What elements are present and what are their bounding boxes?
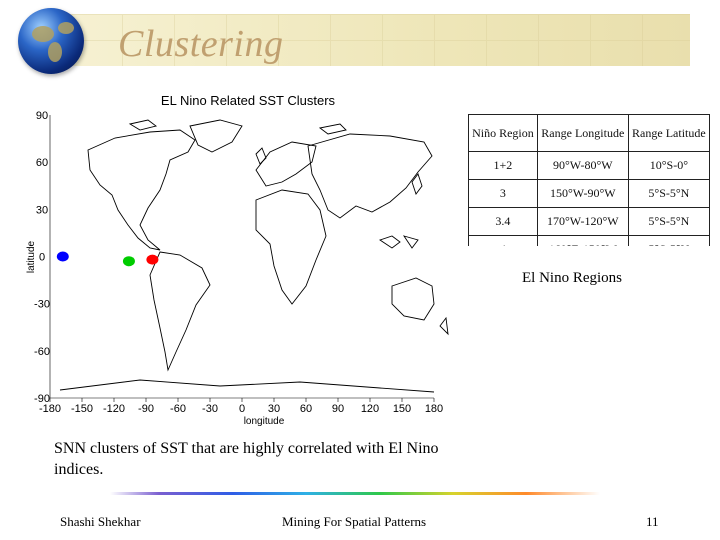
x-tick-label: -60	[170, 403, 186, 415]
table-row: 3.4 170°W-120°W 5°S-5°N	[468, 207, 710, 236]
sst-cluster-mark	[122, 256, 135, 267]
x-tick-label: 150	[393, 403, 411, 415]
footer-title: Mining For Spatial Patterns	[282, 514, 427, 529]
y-tick-label: -60	[34, 346, 50, 358]
y-tick-label: 60	[36, 157, 48, 169]
table-header-row: Niño Region Range Longitude Range Latitu…	[468, 114, 710, 152]
table-cell: 10°S-0°	[627, 151, 710, 180]
table-cell: 5°S-5°N	[627, 179, 710, 208]
sst-cluster-mark	[56, 251, 69, 262]
sst-cluster-mark	[146, 254, 159, 265]
table-cell: 4	[468, 235, 538, 246]
header-range-latitude: Range Latitude	[627, 114, 710, 152]
y-tick-label: -30	[34, 299, 50, 311]
world-map	[59, 119, 449, 393]
y-tick-label: 30	[36, 204, 48, 216]
x-tick-label: -120	[103, 403, 125, 415]
x-tick-label: -150	[71, 403, 93, 415]
x-tick-label: 180	[425, 403, 443, 415]
x-tick-label: -90	[138, 403, 154, 415]
y-tick-label: -90	[34, 393, 50, 405]
table-cell: 3.4	[468, 207, 538, 236]
x-tick-label: -180	[39, 403, 61, 415]
y-tick-label: 0	[39, 252, 45, 264]
table-row: 3 150°W-90°W 5°S-5°N	[468, 179, 710, 208]
x-tick-label: 90	[332, 403, 344, 415]
map-xlabel: longitude	[244, 416, 285, 427]
snn-caption: SNN clusters of SST that are highly corr…	[54, 440, 439, 478]
x-tick-label: -30	[202, 403, 218, 415]
title-banner	[70, 14, 690, 66]
table-cell: 90°W-80°W	[536, 151, 629, 180]
rainbow-divider	[110, 492, 600, 495]
x-tick-label: 30	[268, 403, 280, 415]
table-row: 4 160°E-150°W 5°S-5°N	[468, 235, 710, 246]
map-svg: EL Nino Related SST Clusters	[26, 93, 449, 427]
table-cell: 170°W-120°W	[536, 207, 629, 236]
globe-logo	[18, 8, 84, 74]
table-row: 1+2 90°W-80°W 10°S-0°	[468, 151, 710, 180]
map-title: EL Nino Related SST Clusters	[161, 93, 336, 108]
table-cell: 150°W-90°W	[536, 179, 629, 208]
header-nino-region: Niño Region	[468, 114, 538, 152]
table-cell: 1+2	[468, 151, 538, 180]
x-tick-label: 120	[361, 403, 379, 415]
nino-regions-table: Niño Region Range Longitude Range Latitu…	[468, 114, 710, 246]
footer-author: Shashi Shekhar	[60, 514, 141, 529]
map-ylabel: latitude	[26, 240, 37, 273]
table-cell: 3	[468, 179, 538, 208]
y-tick-label: 90	[36, 110, 48, 122]
page-number: 11	[646, 514, 659, 529]
table-cell: 5°S-5°N	[627, 235, 710, 246]
header-range-longitude: Range Longitude	[536, 114, 629, 152]
regions-caption: El Nino Regions	[522, 270, 622, 286]
slide-title: Clustering	[118, 23, 284, 65]
x-tick-label: 0	[239, 403, 245, 415]
table-cell: 5°S-5°N	[627, 207, 710, 236]
x-tick-label: 60	[300, 403, 312, 415]
table-cell: 160°E-150°W	[536, 235, 629, 246]
sst-cluster-map: EL Nino Related SST Clusters	[20, 90, 460, 435]
